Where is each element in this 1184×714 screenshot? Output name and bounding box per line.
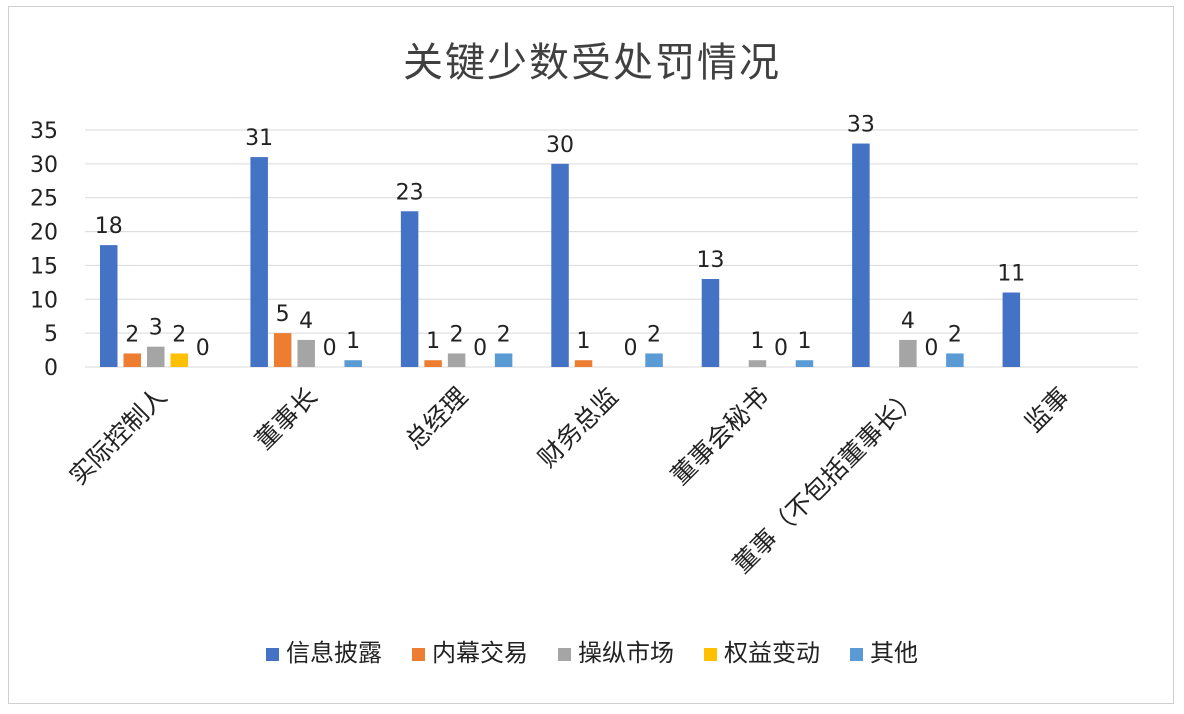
data-label: 2: [948, 322, 962, 347]
bar: [494, 353, 513, 367]
legend-item: 信息披露: [266, 639, 382, 667]
bar: [946, 353, 964, 367]
x-tick-label: 董事会秘书: [665, 382, 774, 491]
x-tick-label: 总经理: [400, 382, 474, 456]
bar: [748, 360, 767, 367]
legend-item: 操纵市场: [558, 639, 674, 667]
data-label: 11: [997, 262, 1025, 287]
data-label: 0: [473, 336, 487, 361]
legend-item: 其他: [850, 639, 918, 667]
bar: [852, 143, 870, 367]
data-label: 4: [901, 309, 915, 334]
data-label: 33: [847, 113, 875, 138]
data-label: 0: [924, 336, 938, 361]
legend-swatch: [558, 648, 571, 661]
data-label: 18: [95, 214, 123, 239]
bar: [701, 278, 720, 367]
data-label: 3: [149, 316, 163, 341]
x-tick-label: 实际控制人: [64, 382, 173, 491]
x-tick-label: 财务总监: [533, 382, 624, 473]
legend-item: 权益变动: [704, 639, 820, 667]
y-tick-label: 15: [30, 254, 58, 279]
legend-label: 其他: [870, 639, 918, 667]
bar: [344, 360, 362, 367]
legend-label: 信息披露: [286, 639, 382, 667]
data-label: 1: [426, 329, 440, 354]
data-label: 1: [346, 329, 360, 354]
data-label: 4: [299, 309, 313, 334]
data-label: 1: [797, 329, 811, 354]
bar: [123, 353, 141, 367]
x-tick-label: 董事长: [249, 382, 323, 456]
data-label: 1: [577, 329, 591, 354]
bar: [574, 360, 593, 367]
y-tick-label: 20: [30, 221, 58, 246]
data-label: 31: [245, 126, 273, 151]
bar: [899, 339, 917, 367]
bar: [250, 157, 268, 367]
y-tick-label: 5: [44, 322, 58, 347]
bar: [424, 360, 442, 367]
legend-label: 权益变动: [724, 639, 820, 667]
bar: [551, 163, 569, 367]
legend-swatch: [266, 648, 279, 661]
bar: [147, 346, 165, 367]
data-label: 13: [696, 248, 724, 273]
legend-item: 内幕交易: [412, 639, 528, 667]
data-label: 0: [323, 336, 337, 361]
data-label: 1: [750, 329, 764, 354]
x-tick-label: 监事: [1019, 382, 1075, 438]
legend-label: 内幕交易: [432, 639, 528, 667]
bars: [100, 143, 1021, 367]
bar: [400, 211, 419, 367]
data-label: 2: [172, 322, 186, 347]
bar: [1002, 292, 1021, 367]
legend-swatch: [412, 648, 425, 661]
bar: [170, 353, 188, 367]
y-tick-label: 35: [30, 119, 58, 144]
data-label: 30: [546, 133, 574, 158]
bar: [297, 339, 315, 367]
y-axis-ticks: 0 5 10 15 20 25 30 35: [30, 119, 58, 381]
data-label: 0: [774, 336, 788, 361]
y-tick-label: 10: [30, 288, 58, 313]
y-tick-label: 30: [30, 153, 58, 178]
chart-title: 关键少数受处罚情况: [403, 40, 781, 86]
bar: [447, 353, 466, 367]
data-label: 2: [497, 322, 511, 347]
bar: [645, 353, 663, 367]
gridlines: [85, 129, 1138, 368]
data-label: 0: [624, 336, 638, 361]
data-label: 2: [125, 322, 139, 347]
y-tick-label: 25: [30, 187, 58, 212]
data-label: 23: [396, 180, 424, 205]
chart-frame: [8, 6, 1174, 704]
data-label: 0: [196, 336, 210, 361]
data-label: 2: [647, 322, 661, 347]
data-label: 2: [450, 322, 464, 347]
legend: 信息披露 内幕交易 操纵市场 权益变动 其他: [266, 639, 918, 667]
bar: [100, 245, 118, 367]
data-label: 5: [276, 302, 290, 327]
bar: [273, 333, 292, 367]
legend-label: 操纵市场: [578, 639, 674, 667]
y-tick-label: 0: [44, 356, 58, 381]
legend-swatch: [704, 648, 717, 661]
legend-swatch: [850, 648, 863, 661]
bar: [795, 360, 814, 367]
